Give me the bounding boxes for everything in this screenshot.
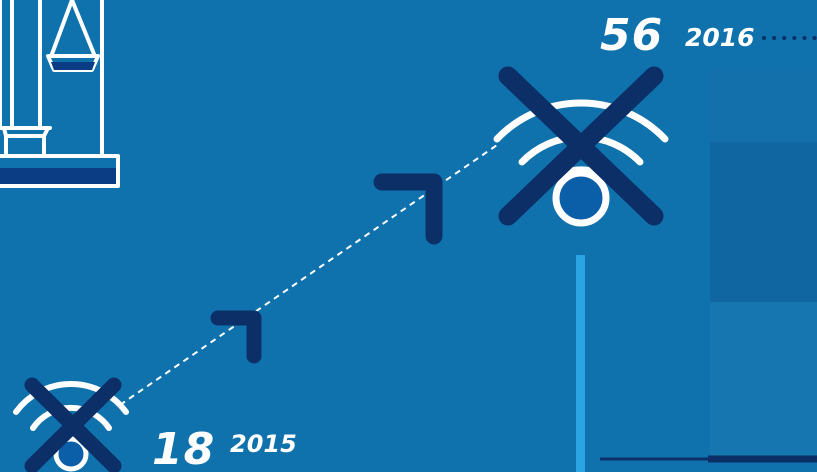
- dashed-connector-line: [119, 142, 501, 406]
- no-wifi-icon-small: [13, 377, 129, 472]
- stat-year-2016: 2016: [685, 23, 755, 52]
- right-background-panel: [710, 70, 817, 462]
- up-right-arrow-icon-large: [373, 173, 443, 245]
- stat-value-2016: 56: [600, 10, 664, 61]
- stat-value-2015: 18: [152, 424, 216, 472]
- no-wifi-icon-large: [493, 66, 669, 227]
- up-right-arrow-icon-small: [210, 310, 262, 364]
- scales-of-justice-icon: [0, 0, 120, 188]
- vertical-light-blue-bar: [576, 255, 585, 472]
- stat-year-2015: 2015: [230, 430, 297, 458]
